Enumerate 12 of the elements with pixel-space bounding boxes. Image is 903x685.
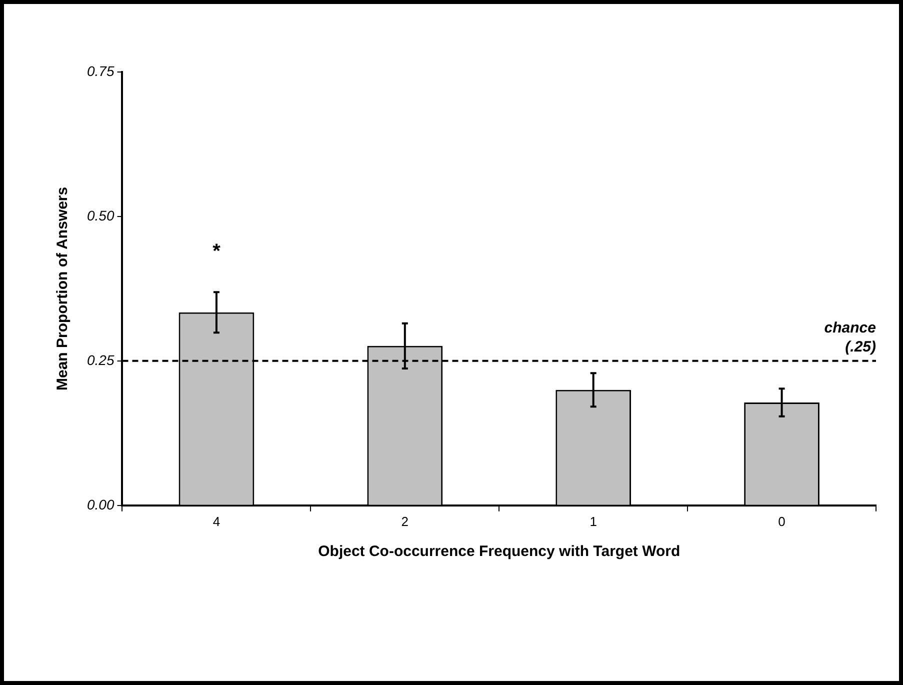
x-axis-title: Object Co-occurrence Frequency with Target Word xyxy=(318,543,680,560)
y-tick-label: 0.00 xyxy=(87,496,114,512)
y-tick-label: 0.50 xyxy=(87,207,114,224)
y-axis-title: Mean Proportion of Answers xyxy=(54,186,72,391)
x-tick-label: 4 xyxy=(212,514,220,529)
y-tick-label: 0.25 xyxy=(87,352,114,368)
x-tick-label: 0 xyxy=(778,514,786,529)
annotation: * xyxy=(212,240,221,263)
x-tick-label: 1 xyxy=(590,514,597,529)
y-tick-label: 0.75 xyxy=(87,62,114,79)
x-tick-label: 2 xyxy=(401,514,409,529)
ref-line-label: chance (.25) xyxy=(824,320,876,356)
